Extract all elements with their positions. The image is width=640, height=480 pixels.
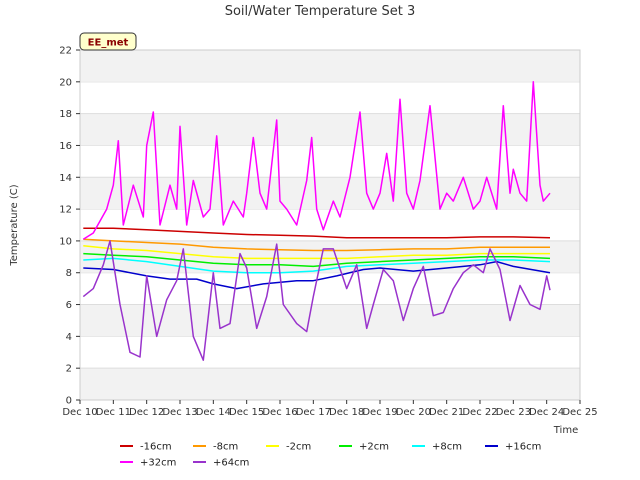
y-tick-label: 0	[66, 396, 72, 407]
grid-band	[80, 304, 580, 337]
x-tick-label: Dec 18	[329, 407, 364, 418]
legend-label: +64cm	[213, 458, 249, 469]
site-badge-box	[79, 32, 137, 51]
x-tick-label: Dec 11	[96, 407, 131, 418]
y-tick-label: 10	[59, 236, 72, 247]
legend-label: -16cm	[140, 442, 172, 453]
legend-label: +2cm	[359, 442, 389, 453]
series-line-16cm	[83, 260, 551, 290]
x-tick-label: Dec 14	[196, 407, 231, 418]
x-tick-label: Dec 24	[529, 407, 564, 418]
series-line-8cm	[83, 257, 551, 274]
plot-frame	[79, 49, 581, 401]
x-tick-label: Dec 12	[129, 407, 164, 418]
x-tick-label: Dec 23	[496, 407, 531, 418]
series-line-2cm	[83, 244, 550, 260]
series-line-64cm	[82, 240, 551, 361]
site-badge-label: EE_met	[88, 38, 129, 49]
y-tick-label: 18	[59, 109, 72, 120]
x-tick-label: Dec 20	[396, 407, 431, 418]
x-tick-label: Dec 16	[262, 407, 297, 418]
legend-label: +16cm	[505, 442, 541, 453]
x-tick-label: Dec 13	[162, 407, 197, 418]
y-tick-label: 12	[59, 205, 72, 216]
y-tick-label: 22	[59, 46, 72, 57]
chart-title: Soil/Water Temperature Set 3	[225, 4, 416, 19]
x-tick-label: Dec 19	[362, 407, 397, 418]
grid-band	[80, 50, 580, 82]
y-tick-label: 6	[66, 300, 72, 311]
y-tick-label: 16	[59, 141, 72, 152]
y-axis: 0 2 4 6 8 10 12 14 16 18 20 22	[59, 46, 80, 407]
series-line-8cm	[83, 238, 550, 252]
x-axis-label: Time	[553, 425, 578, 436]
series-lines	[82, 81, 551, 361]
legend: -16cm -8cm -2cm +2cm +8cm +16cm +32cm +64cm	[120, 442, 541, 469]
y-tick-label: 20	[59, 77, 72, 88]
series-line-2cm	[83, 252, 551, 268]
y-tick-label: 14	[59, 173, 72, 184]
grid-band	[80, 177, 580, 210]
site-badge: EE_met	[79, 32, 137, 51]
series-line-16cm	[83, 227, 551, 239]
x-tick-label: Dec 21	[429, 407, 464, 418]
legend-label: +8cm	[432, 442, 462, 453]
y-tick-label: 8	[66, 268, 72, 279]
x-tick-label: Dec 10	[62, 407, 97, 418]
y-axis-label: Temperature (C)	[9, 184, 20, 266]
series-line-32cm	[82, 81, 551, 240]
plot-background	[80, 49, 580, 400]
legend-label: -2cm	[286, 442, 311, 453]
y-tick-label: 4	[66, 332, 72, 343]
x-tick-label: Dec 17	[296, 407, 331, 418]
grid-band	[80, 113, 580, 146]
y-tick-label: 2	[66, 364, 72, 375]
x-tick-label: Dec 15	[229, 407, 264, 418]
x-tick-label: Dec 25	[562, 407, 597, 418]
legend-label: -8cm	[213, 442, 238, 453]
plot-area	[80, 50, 580, 400]
grid-band	[80, 368, 580, 400]
x-tick-label: Dec 22	[462, 407, 497, 418]
legend-label: +32cm	[140, 458, 176, 469]
